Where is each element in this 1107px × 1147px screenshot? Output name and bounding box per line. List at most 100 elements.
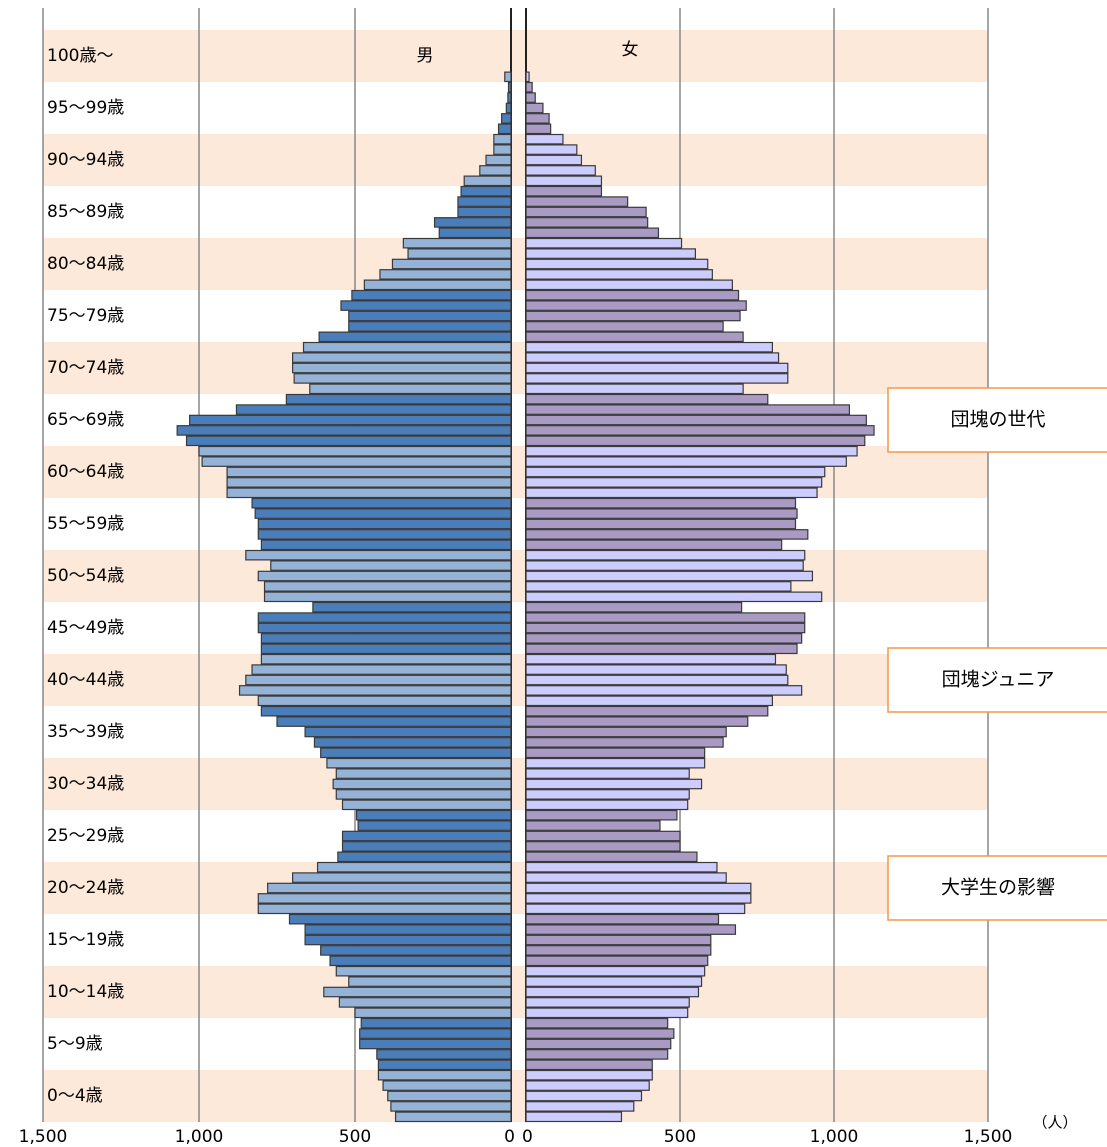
female-bar <box>525 227 660 239</box>
male-bar <box>226 466 512 478</box>
female-bar <box>525 258 709 270</box>
female-bar <box>525 965 706 977</box>
callout-box <box>887 647 1107 713</box>
female-bar <box>525 352 780 363</box>
age-group-label: 40〜44歳 <box>47 670 124 690</box>
female-bar <box>525 570 814 582</box>
female-bar <box>525 1007 689 1019</box>
female-bar <box>525 768 690 779</box>
age-band <box>43 862 988 914</box>
male-bar <box>348 321 512 332</box>
male-bar <box>485 154 512 166</box>
female-bar <box>525 976 703 987</box>
male-bar <box>382 1080 512 1091</box>
male-bar <box>260 633 512 644</box>
female-bar <box>525 71 530 83</box>
callout-box <box>887 387 1107 453</box>
female-bar <box>525 612 806 623</box>
male-bar <box>309 383 512 395</box>
female-bar <box>525 685 803 696</box>
female-bar <box>525 113 550 124</box>
female-bar <box>525 518 797 530</box>
age-group-label: 80〜84歳 <box>47 254 124 274</box>
male-bar <box>407 248 512 259</box>
age-group-label: 65〜69歳 <box>47 410 124 430</box>
female-bar <box>525 1059 653 1071</box>
female-bar <box>525 445 858 457</box>
male-bar <box>507 81 512 93</box>
female-bar <box>525 653 777 665</box>
male-bar <box>254 508 512 519</box>
male-bar <box>505 102 512 114</box>
male-bar <box>226 487 512 499</box>
age-band <box>43 134 988 186</box>
age-group-label: 30〜34歳 <box>47 774 124 794</box>
female-bar <box>525 913 720 925</box>
female-bar <box>525 924 737 935</box>
female-bar <box>525 716 749 727</box>
female-bar <box>525 861 718 873</box>
male-bar <box>185 435 512 447</box>
female-bar <box>525 92 536 103</box>
female-bar <box>525 1049 669 1060</box>
male-bar <box>276 716 512 727</box>
bars <box>176 71 875 1123</box>
age-band <box>43 1070 988 1122</box>
female-bar <box>525 269 713 280</box>
female-bar <box>525 872 727 883</box>
age-group-label: 95〜99歳 <box>47 98 124 118</box>
female-bar <box>525 560 804 571</box>
male-bar <box>501 113 512 124</box>
male-bar <box>460 185 512 197</box>
male-bar <box>267 882 512 894</box>
female-bar <box>525 809 678 821</box>
x-tick-label: 500 <box>664 1127 696 1147</box>
male-bar <box>433 217 512 228</box>
male-bar <box>387 1090 512 1102</box>
male-bar <box>341 841 512 852</box>
male-bar <box>263 581 512 592</box>
age-group-label: 55〜59歳 <box>47 514 124 534</box>
female-bar <box>525 154 583 166</box>
male-bar <box>198 445 512 457</box>
male-bar <box>363 279 512 291</box>
female-bar <box>525 695 773 707</box>
female-bar <box>525 893 752 904</box>
x-tick-label: 1,500 <box>964 1127 1013 1147</box>
female-bar <box>525 383 744 395</box>
x-tick-label: 1,500 <box>19 1127 68 1147</box>
male-bar <box>335 768 512 779</box>
x-tick-label: 0 <box>522 1127 533 1147</box>
male-bar <box>257 695 512 707</box>
female-bar <box>525 1080 650 1091</box>
female-bar <box>525 237 683 249</box>
male-bar <box>257 622 512 634</box>
female-bar <box>525 601 743 613</box>
female-bar <box>525 477 823 488</box>
age-group-label: 90〜94歳 <box>47 150 124 170</box>
female-bar <box>525 705 769 717</box>
female-bar <box>525 497 797 509</box>
age-band <box>43 550 988 602</box>
male-bar <box>316 861 512 873</box>
female-bar <box>525 934 712 946</box>
male-bar <box>285 393 512 405</box>
callout-text: 団塊ジュニア <box>942 669 1055 691</box>
male-bar <box>335 965 512 977</box>
male-bar <box>292 352 512 363</box>
male-bar <box>257 893 512 904</box>
male-bar <box>338 997 512 1008</box>
female-bar <box>525 248 696 259</box>
age-group-label: 85〜89歳 <box>47 202 124 222</box>
background <box>42 8 989 1122</box>
female-bar <box>525 997 690 1008</box>
male-bar <box>201 456 512 467</box>
male-bar <box>257 518 512 530</box>
female-bar <box>525 414 867 426</box>
female-bar <box>525 830 681 842</box>
female-bar <box>525 404 850 415</box>
age-band <box>43 966 988 1018</box>
male-bar <box>263 591 512 603</box>
male-bar <box>457 196 512 207</box>
female-bar <box>525 1090 643 1102</box>
